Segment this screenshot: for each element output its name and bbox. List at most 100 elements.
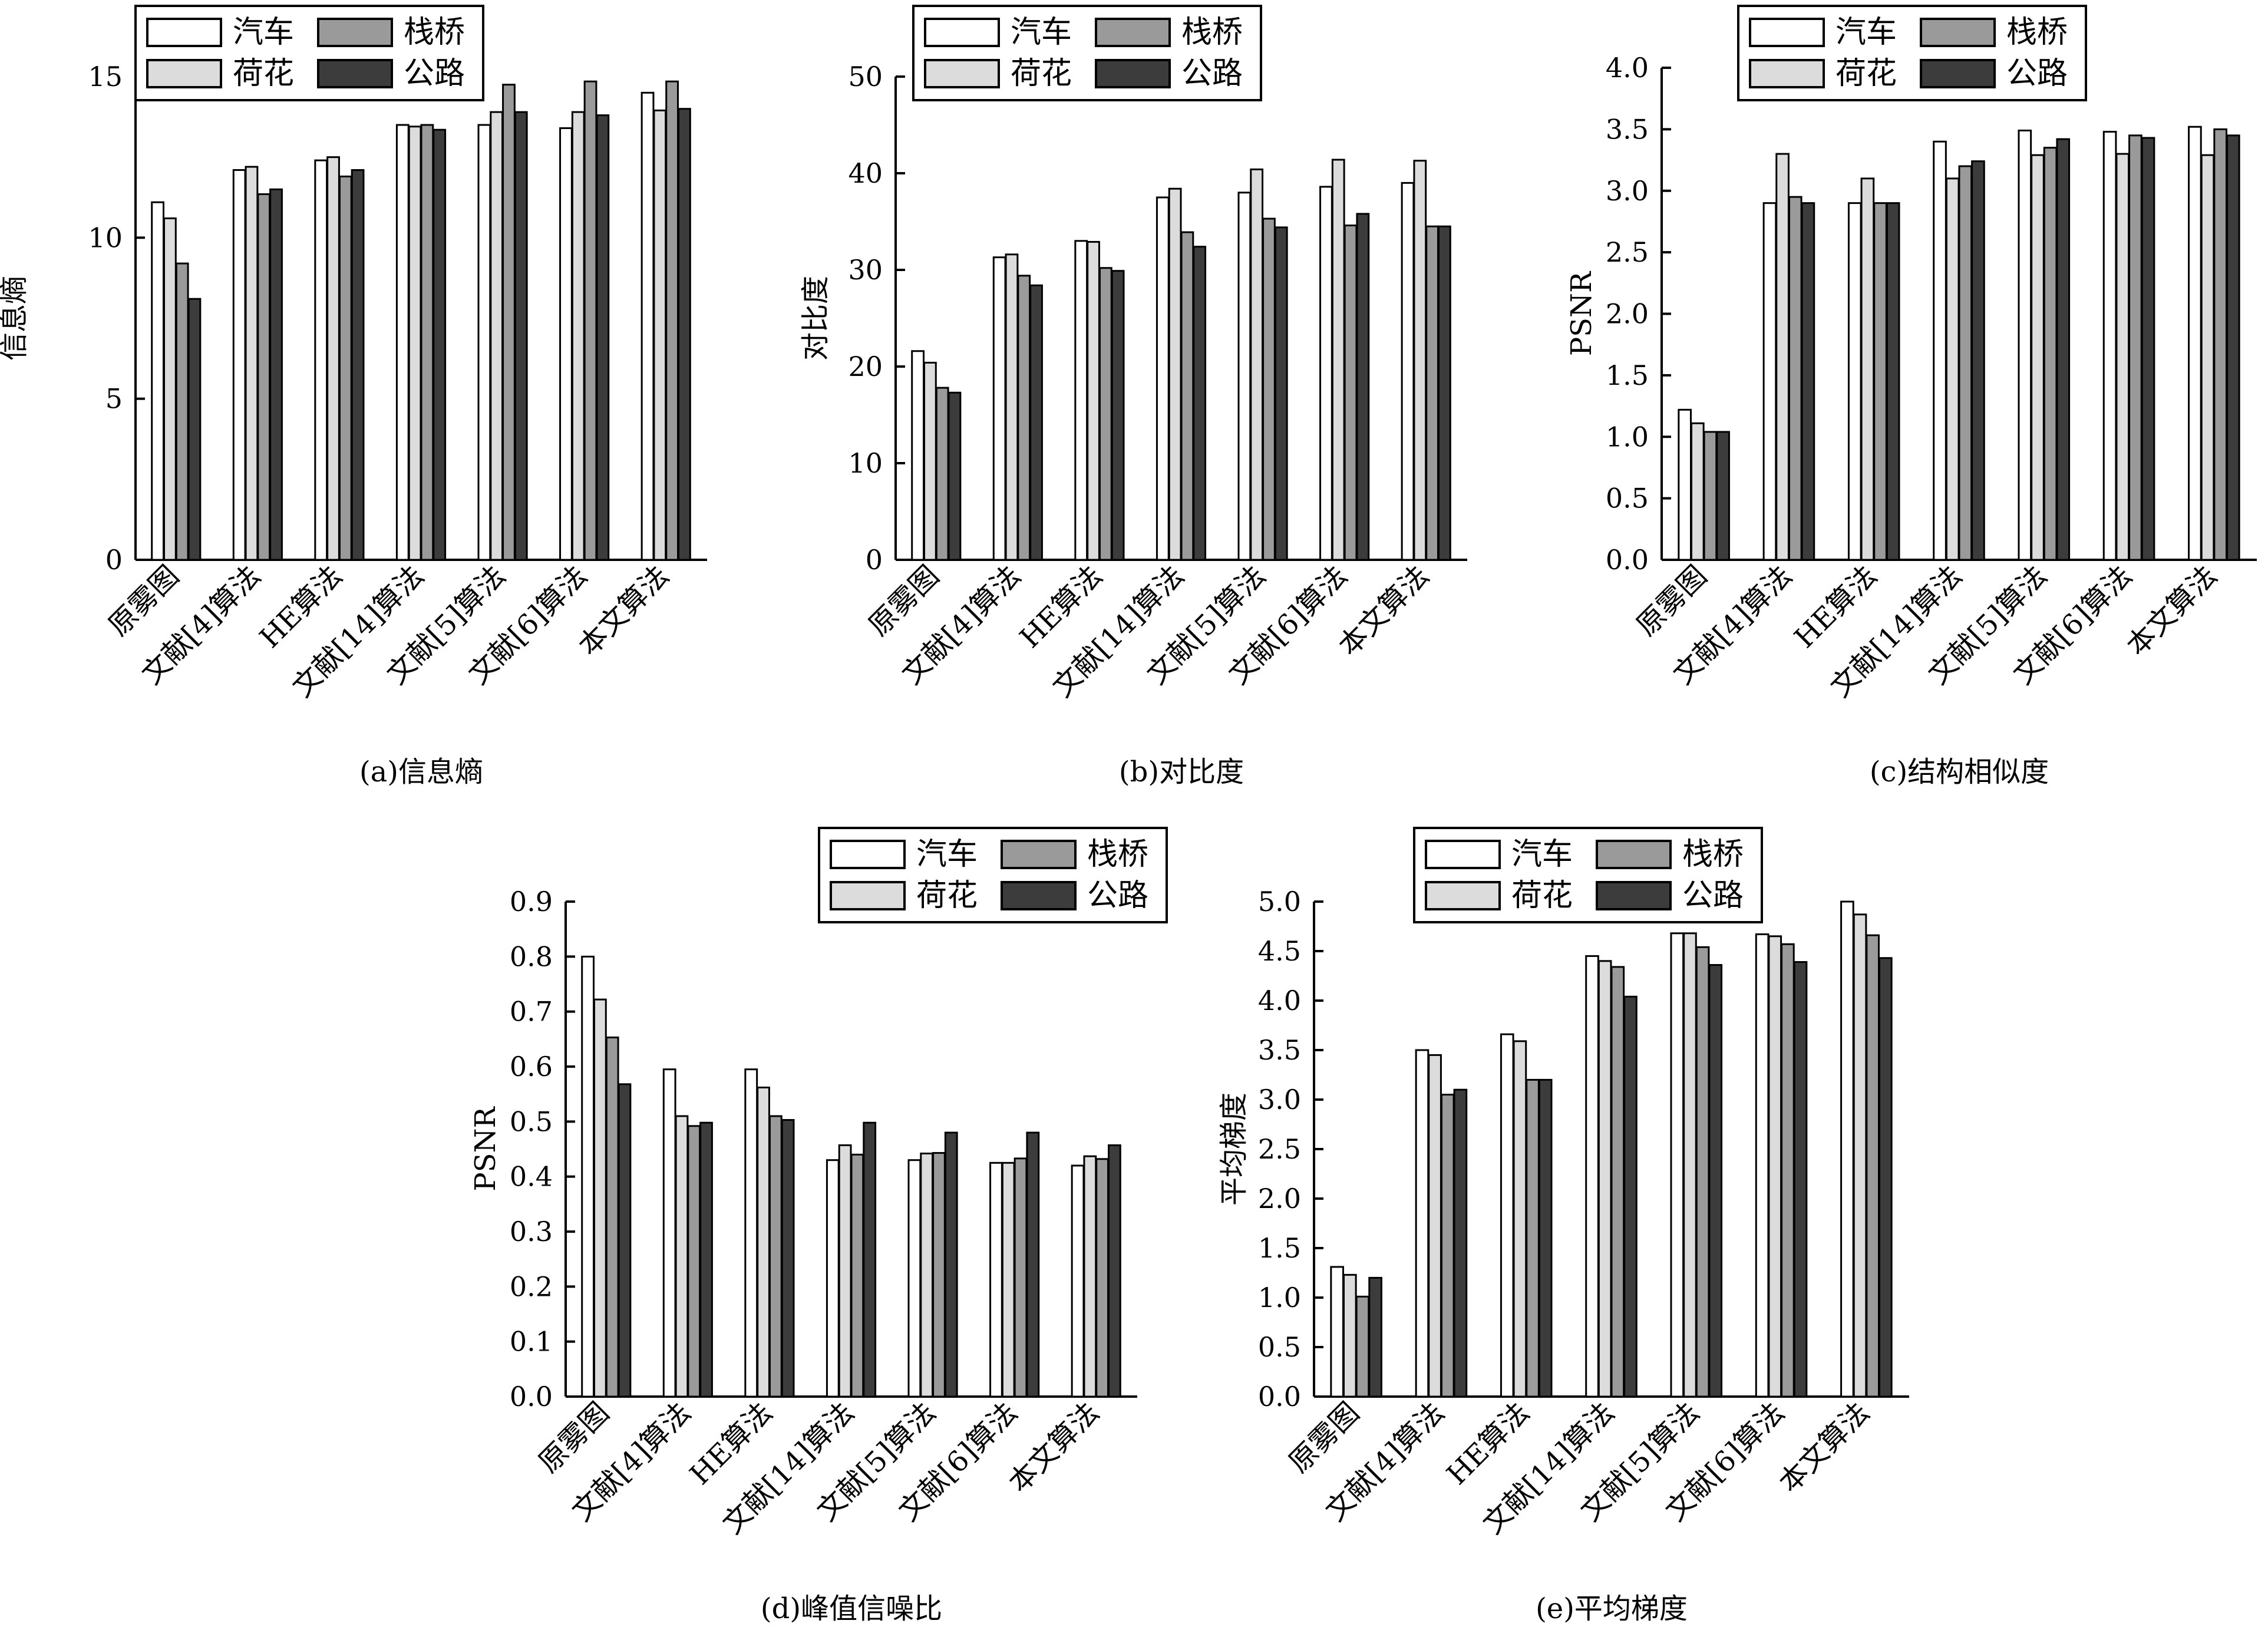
chart-d-svg: 0.00.10.20.30.40.50.60.70.80.9PSNR原雾图文献[… <box>469 827 1168 1540</box>
bar-栈桥-1 <box>257 193 271 561</box>
bar-荷花-1 <box>1005 253 1019 561</box>
bar-汽车-3 <box>826 1159 840 1398</box>
bar-栈桥-5 <box>1343 225 1358 561</box>
y-tick-label: 0.5 <box>510 1105 553 1137</box>
bar-汽车-0 <box>581 955 595 1398</box>
bar-汽车-5 <box>1755 933 1769 1398</box>
bar-栈桥-3 <box>1180 231 1194 561</box>
bar-公路-1 <box>699 1121 713 1398</box>
bar-公路-5 <box>596 114 610 561</box>
y-tick-label: 15 <box>88 61 123 93</box>
bar-公路-3 <box>1193 246 1207 561</box>
caption-c: (c)结构相似度 <box>1869 755 2049 788</box>
x-tick-label: 本文算法 <box>572 559 675 662</box>
bar-公路-3 <box>1971 160 1985 561</box>
bar-栈桥-1 <box>687 1125 701 1398</box>
legend-label: 荷花 <box>916 878 978 913</box>
bar-栈桥-3 <box>420 124 434 561</box>
bar-荷花-3 <box>1945 177 1960 561</box>
y-tick-label: 0.9 <box>510 886 553 918</box>
bar-荷花-2 <box>1513 1040 1527 1398</box>
bar-荷花-2 <box>1087 240 1100 561</box>
bar-公路-4 <box>944 1131 958 1398</box>
bar-公路-2 <box>781 1119 795 1398</box>
bar-栈桥-0 <box>605 1037 619 1398</box>
bar-公路-0 <box>948 391 962 561</box>
bar-荷花-5 <box>2115 153 2130 561</box>
chart-c-svg: 0.00.51.01.52.02.53.03.54.0PSNR原雾图文献[4]算… <box>1565 5 2257 704</box>
y-tick-label: 0 <box>866 544 883 576</box>
y-tick-label: 0.2 <box>510 1270 553 1302</box>
legend-swatch <box>1920 59 1996 88</box>
bar-荷花-5 <box>1331 159 1345 561</box>
chart-b-svg: 01020304050对比度原雾图文献[4]算法HE算法文献[14]算法文献[5… <box>799 5 1467 704</box>
bar-汽车-5 <box>989 1161 1003 1398</box>
bar-公路-4 <box>1274 226 1288 561</box>
bar-栈桥-6 <box>1425 225 1439 561</box>
bar-汽车-4 <box>1670 932 1685 1398</box>
legend-label: 汽车 <box>1511 837 1573 872</box>
y-tick-label: 3.5 <box>1258 1034 1301 1066</box>
y-tick-label: 0.5 <box>1258 1331 1301 1363</box>
legend-swatch <box>1095 59 1171 88</box>
bar-栈桥-2 <box>1098 267 1112 561</box>
bar-栈桥-5 <box>1013 1157 1028 1398</box>
bar-汽车-1 <box>1762 202 1777 561</box>
bar-荷花-3 <box>1597 960 1612 1398</box>
bar-荷花-1 <box>1428 1054 1442 1398</box>
bar-栈桥-6 <box>1095 1158 1109 1398</box>
bar-栈桥-0 <box>175 262 189 561</box>
legend-label: 栈桥 <box>1181 15 1243 50</box>
bar-汽车-6 <box>1401 181 1415 561</box>
y-tick-label: 0.0 <box>510 1381 553 1413</box>
bar-公路-5 <box>1793 961 1808 1398</box>
bar-汽车-2 <box>744 1068 758 1398</box>
y-tick-label: 2.0 <box>1258 1183 1301 1215</box>
bar-汽车-5 <box>2102 131 2117 561</box>
bar-栈桥-4 <box>932 1152 946 1398</box>
bar-荷花-1 <box>245 166 259 561</box>
y-tick-label: 1.0 <box>1258 1282 1301 1314</box>
bar-汽车-1 <box>992 256 1006 561</box>
bar-公路-6 <box>678 108 691 561</box>
bar-公路-4 <box>2056 138 2071 561</box>
legend-label: 公路 <box>1682 878 1744 913</box>
caption-e: (e)平均梯度 <box>1536 1592 1688 1625</box>
bar-荷花-3 <box>1168 187 1182 561</box>
bar-汽车-0 <box>151 201 165 561</box>
legend-label: 荷花 <box>1011 56 1072 91</box>
bar-荷花-4 <box>1250 168 1264 561</box>
y-tick-label: 4.0 <box>1258 985 1301 1017</box>
y-tick-label: 3.5 <box>1606 113 1649 145</box>
bar-公路-6 <box>1108 1144 1121 1398</box>
legend-label: 荷花 <box>1835 56 1897 91</box>
bar-栈桥-2 <box>1526 1078 1540 1398</box>
legend-swatch <box>1749 18 1825 47</box>
legend-swatch <box>830 881 906 910</box>
bar-公路-2 <box>1111 270 1125 561</box>
y-tick-label: 3.0 <box>1606 175 1649 207</box>
bar-荷花-2 <box>757 1086 770 1398</box>
bar-荷花-5 <box>1768 935 1782 1398</box>
legend-label: 汽车 <box>1835 15 1897 50</box>
legend-swatch <box>1749 59 1825 88</box>
caption-b: (b)对比度 <box>1118 755 1244 788</box>
y-tick-label: 1.0 <box>1606 421 1649 453</box>
y-tick-label: 0 <box>105 544 123 576</box>
bar-公路-1 <box>1453 1088 1468 1398</box>
y-tick-label: 1.5 <box>1258 1232 1301 1264</box>
legend-swatch <box>1596 840 1672 869</box>
bar-汽车-4 <box>907 1159 922 1398</box>
bar-荷花-0 <box>593 998 607 1398</box>
legend-label: 公路 <box>404 56 465 91</box>
bar-荷花-1 <box>1775 153 1790 561</box>
legend-label: 汽车 <box>233 15 294 50</box>
bar-栈桥-4 <box>1695 946 1710 1398</box>
legend-label: 公路 <box>2006 56 2068 91</box>
y-tick-label: 1.5 <box>1606 359 1649 391</box>
y-tick-label: 2.5 <box>1606 236 1649 268</box>
bar-栈桥-2 <box>768 1115 783 1398</box>
bar-荷花-6 <box>2200 154 2215 561</box>
